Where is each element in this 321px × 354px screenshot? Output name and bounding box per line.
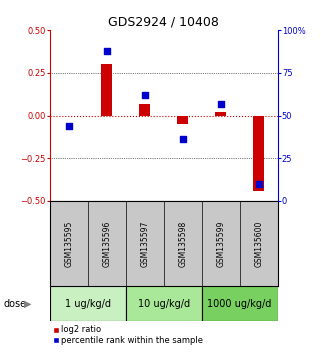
- Point: [142, 92, 147, 98]
- Text: dose: dose: [3, 299, 26, 309]
- Text: 1 ug/kg/d: 1 ug/kg/d: [65, 299, 111, 309]
- Point: [66, 123, 71, 129]
- Point: [256, 181, 261, 187]
- Bar: [88, 201, 126, 286]
- Title: GDS2924 / 10408: GDS2924 / 10408: [108, 16, 219, 29]
- Bar: [101, 64, 112, 115]
- Bar: [164, 201, 202, 286]
- Text: GSM135599: GSM135599: [216, 221, 225, 267]
- Text: GSM135600: GSM135600: [254, 221, 263, 267]
- Text: GSM135596: GSM135596: [102, 221, 111, 267]
- Text: 10 ug/kg/d: 10 ug/kg/d: [138, 299, 190, 309]
- Point: [180, 137, 185, 142]
- Text: GSM135598: GSM135598: [178, 221, 187, 267]
- Text: GSM135597: GSM135597: [140, 221, 149, 267]
- Bar: [50, 286, 126, 321]
- Bar: [50, 201, 88, 286]
- Bar: [202, 201, 240, 286]
- Text: 1000 ug/kg/d: 1000 ug/kg/d: [207, 299, 272, 309]
- Bar: [126, 286, 202, 321]
- Point: [104, 48, 109, 53]
- Bar: [177, 115, 188, 124]
- Bar: [126, 201, 164, 286]
- Bar: [215, 112, 226, 115]
- Text: ▶: ▶: [24, 299, 31, 309]
- Text: GSM135595: GSM135595: [64, 221, 73, 267]
- Point: [218, 101, 223, 107]
- Bar: [240, 201, 278, 286]
- Legend: log2 ratio, percentile rank within the sample: log2 ratio, percentile rank within the s…: [54, 325, 204, 345]
- Bar: [253, 115, 265, 191]
- Bar: [139, 104, 151, 115]
- Bar: [202, 286, 278, 321]
